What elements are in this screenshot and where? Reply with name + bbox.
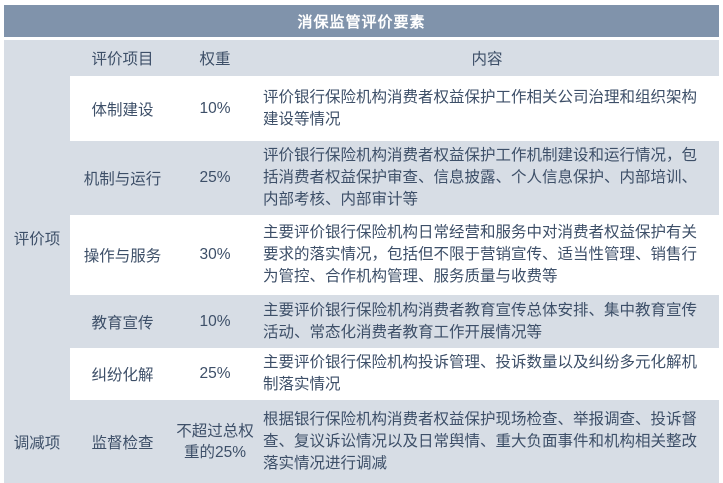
row-weight: 25% — [175, 141, 255, 215]
row-item-name: 体制建设 — [70, 76, 175, 141]
column-header-weight: 权重 — [175, 40, 255, 76]
row-weight: 不超过总权 重的25% — [175, 400, 255, 483]
column-header-content: 内容 — [255, 40, 719, 76]
row-content: 主要评价银行保险机构投诉管理、投诉数量以及纠纷多元化解机制落实情况 — [255, 348, 719, 400]
group-label-evaluation: 评价项 — [4, 76, 70, 400]
row-item-name: 纠纷化解 — [70, 348, 175, 400]
group-label-deduction: 调减项 — [4, 400, 70, 483]
row-item-name: 教育宣传 — [70, 295, 175, 348]
row-item-name: 监督检查 — [70, 400, 175, 483]
row-content: 评价银行保险机构消费者权益保护工作机制建设和运行情况，包括消费者权益保护审查、信… — [255, 141, 719, 215]
row-item-name: 机制与运行 — [70, 141, 175, 215]
row-weight: 25% — [175, 348, 255, 400]
table-title: 消保监管评价要素 — [297, 13, 426, 31]
row-weight: 30% — [175, 215, 255, 295]
row-item-name: 操作与服务 — [70, 215, 175, 295]
row-content: 评价银行保险机构消费者权益保护工作相关公司治理和组织架构建设等情况 — [255, 76, 719, 141]
column-header-item: 评价项目 — [70, 40, 175, 76]
row-weight: 10% — [175, 76, 255, 141]
evaluation-table: 评价项目 权重 内容 评价项 体制建设 10% 评价银行保险机构消费者权益保护工… — [4, 40, 719, 483]
table-title-bar: 消保监管评价要素 — [4, 5, 719, 37]
row-content: 根据银行保险机构消费者权益保护现场检查、举报调查、投诉督查、复议诉讼情况以及日常… — [255, 400, 719, 483]
row-content: 主要评价银行保险机构日常经营和服务中对消费者权益保护有关要求的落实情况，包括但不… — [255, 215, 719, 295]
row-weight: 10% — [175, 295, 255, 348]
header-corner-cell — [4, 40, 70, 76]
row-content: 主要评价银行保险机构消费者教育宣传总体安排、集中教育宣传活动、常态化消费者教育工… — [255, 295, 719, 348]
